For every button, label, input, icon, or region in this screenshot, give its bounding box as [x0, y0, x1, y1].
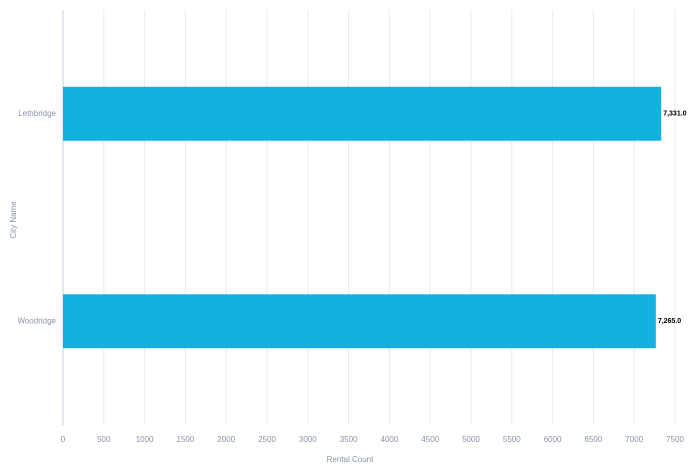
x-tick-label: 7500 — [666, 435, 684, 444]
bar — [63, 294, 656, 349]
y-axis-label: City Name — [9, 201, 18, 239]
x-tick-label: 6500 — [585, 435, 603, 444]
x-tick-label: 5500 — [503, 435, 521, 444]
x-tick-label: 4000 — [381, 435, 399, 444]
x-axis-label: Rental Count — [327, 455, 374, 464]
y-tick-label: Lethbridge — [18, 109, 56, 118]
x-tick-label: 7000 — [625, 435, 643, 444]
x-tick-label: 1000 — [136, 435, 154, 444]
x-tick-label: 2000 — [217, 435, 235, 444]
x-tick-label: 6000 — [544, 435, 562, 444]
x-tick-label: 0 — [61, 435, 66, 444]
x-tick-label: 2500 — [258, 435, 276, 444]
value-label: 7,331.0 — [663, 111, 686, 118]
x-tick-label: 3000 — [299, 435, 317, 444]
value-label: 7,265.0 — [658, 318, 681, 325]
bar — [63, 86, 662, 141]
y-tick-label: Woodridge — [17, 316, 56, 325]
x-tick-label: 5000 — [462, 435, 480, 444]
x-tick-label: 1500 — [177, 435, 195, 444]
x-tick-label: 3500 — [340, 435, 358, 444]
x-tick-label: 4500 — [421, 435, 439, 444]
x-tick-label: 500 — [97, 435, 111, 444]
